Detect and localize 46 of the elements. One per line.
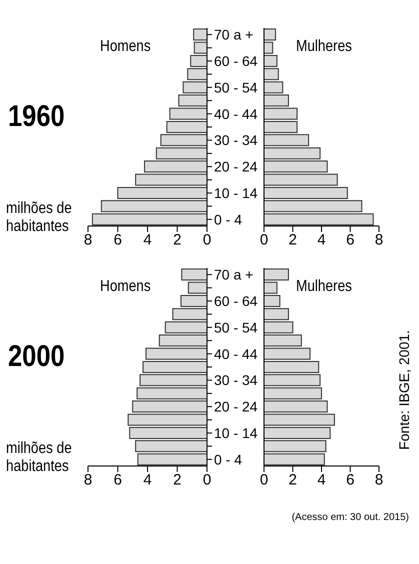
text: 1960 [8, 100, 65, 134]
y-tick-label: 50 - 54 [214, 319, 258, 336]
y-tick-label: 0 - 4 [214, 211, 242, 228]
source-note: Fonte: IBGE, 2001. [396, 330, 412, 450]
series-label: Mulheres [296, 38, 352, 56]
x-tick-label: 4 [143, 472, 152, 489]
y-tick-label: 60 - 64 [214, 292, 258, 309]
x-tick-label: 2 [173, 232, 182, 249]
x-tick-label: 4 [143, 232, 152, 249]
series-label: Homens [100, 278, 151, 296]
x-tick-label: 2 [173, 472, 182, 489]
y-tick-label: 10 - 14 [214, 184, 258, 201]
x-tick-label: 8 [374, 472, 384, 489]
y-tick-label: 20 - 24 [214, 158, 258, 175]
x-tick-label: 0 [202, 472, 212, 489]
x-tick-label: 6 [346, 232, 354, 249]
x-tick-label: 2 [288, 472, 297, 489]
y-tick-label: 20 - 24 [214, 398, 258, 415]
series-label: Mulheres [296, 278, 352, 296]
x-tick-label: 6 [346, 472, 354, 489]
y-tick-label: 0 - 4 [214, 451, 242, 468]
x-tick-label: 6 [114, 232, 122, 249]
text: 2000 [8, 340, 65, 374]
x-axis-title: milhões de habitantes [6, 200, 73, 236]
x-tick-label: 8 [374, 232, 384, 249]
y-tick-label: 70 a + [214, 26, 254, 43]
x-axis-title: milhões de habitantes [6, 440, 73, 476]
y-tick-label: 30 - 34 [214, 132, 258, 148]
x-tick-label: 2 [288, 232, 297, 249]
y-tick-label: 70 a + [214, 266, 254, 283]
x-tick-label: 0 [202, 232, 212, 249]
text: (Acesso em: 30 out. 2015) [292, 512, 409, 523]
y-tick-label: 30 - 34 [214, 372, 258, 388]
y-tick-label: 40 - 44 [214, 346, 258, 362]
x-tick-label: 4 [317, 472, 326, 489]
x-tick-label: 6 [114, 472, 122, 489]
y-tick-label: 40 - 44 [214, 106, 258, 122]
x-tick-label: 8 [84, 232, 92, 249]
x-tick-label: 0 [260, 232, 268, 249]
y-tick-label: 10 - 14 [214, 424, 258, 441]
text: Homens [100, 38, 151, 56]
x-tick-label: 0 [260, 472, 268, 489]
y-tick-label: 50 - 54 [214, 79, 258, 96]
x-tick-label: 8 [84, 472, 92, 489]
x-tick-label: 4 [317, 232, 326, 249]
y-tick-label: 60 - 64 [214, 52, 258, 69]
